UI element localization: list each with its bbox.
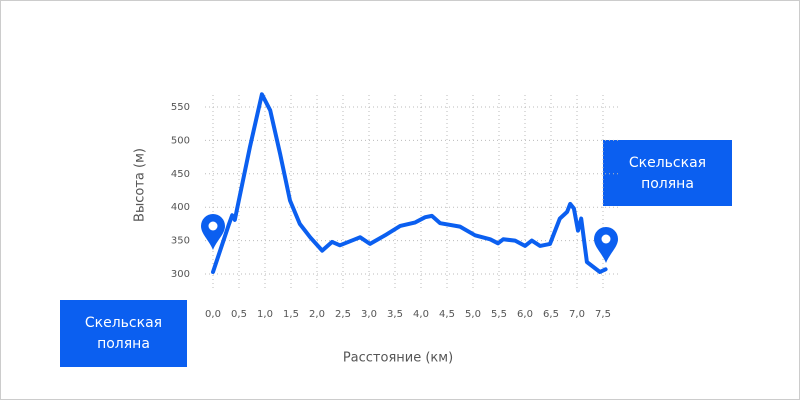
x-tick-label: 4,5 bbox=[439, 309, 455, 320]
x-tick-label: 4,0 bbox=[413, 309, 429, 320]
y-tick-label: 350 bbox=[171, 236, 190, 247]
start-label-box bbox=[60, 300, 187, 367]
x-tick-label: 1,0 bbox=[257, 309, 273, 320]
x-tick-label: 5,5 bbox=[491, 309, 507, 320]
grid: 0,0 0,5 1,0 1,5 2,0 2,5 3,0 3,5 4,0 4,5 5,0 5,5 6,0 6… bbox=[171, 95, 620, 320]
plot bbox=[211, 92, 608, 274]
end-label: поляна bbox=[641, 176, 694, 192]
x-tick-label: 6,0 bbox=[517, 309, 533, 320]
x-tick-label: 6,5 bbox=[543, 309, 559, 320]
x-tick-label: 1,5 bbox=[283, 309, 299, 320]
y-tick-label: 300 bbox=[171, 269, 190, 280]
x-tick-label: 2,5 bbox=[335, 309, 351, 320]
x-tick-label: 7,5 bbox=[595, 309, 611, 320]
x-tick-label: 5,0 bbox=[465, 309, 481, 320]
x-axis-label: Расстояние (км) bbox=[343, 351, 453, 366]
y-tick-label: 400 bbox=[171, 202, 190, 213]
start-label: Скельская bbox=[85, 315, 162, 331]
x-tick-label: 0,0 bbox=[205, 309, 221, 320]
elevation-line bbox=[211, 92, 608, 274]
x-tick-label: 3,0 bbox=[361, 309, 377, 320]
start-pin bbox=[201, 214, 225, 250]
y-axis-label: Высота (м) bbox=[133, 148, 148, 222]
x-tick-label: 2,0 bbox=[309, 309, 325, 320]
y-tick-label: 450 bbox=[171, 169, 190, 180]
start-label: поляна bbox=[97, 336, 150, 352]
end-label: Скельская bbox=[629, 155, 706, 171]
end-pin bbox=[594, 227, 618, 263]
x-tick-label: 7,0 bbox=[569, 309, 585, 320]
x-tick-label: 0,5 bbox=[231, 309, 247, 320]
x-tick-label: 3,5 bbox=[387, 309, 403, 320]
y-tick-label: 500 bbox=[171, 135, 190, 146]
y-tick-label: 550 bbox=[171, 102, 190, 113]
end-label-box bbox=[603, 140, 732, 206]
